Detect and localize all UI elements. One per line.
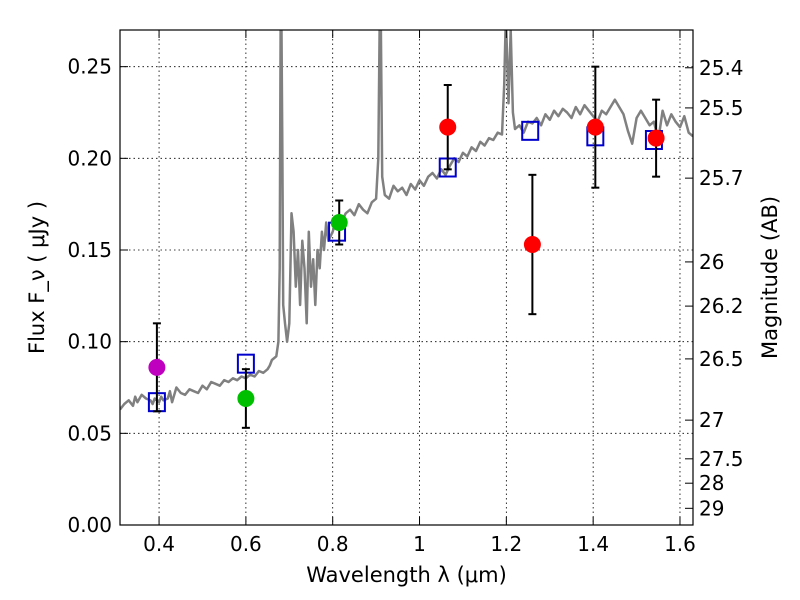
x-tick-label: 1 — [413, 532, 426, 556]
grid — [120, 30, 693, 525]
series-layer — [120, 30, 693, 429]
y-tick-label: 0.05 — [67, 421, 112, 445]
observed-point — [439, 118, 457, 136]
observed-point — [647, 129, 665, 147]
x-tick-label: 0.6 — [230, 532, 262, 556]
plot-frame — [119, 29, 694, 526]
y-tick-label: 0.00 — [67, 513, 112, 537]
x-tick-label: 1.4 — [577, 532, 609, 556]
right-tick-label: 25.5 — [699, 96, 744, 120]
right-tick-label: 29 — [699, 496, 724, 520]
right-tick-label: 25.7 — [699, 166, 744, 190]
x-tick-label: 0.4 — [143, 532, 175, 556]
y-tick-label: 0.15 — [67, 238, 112, 262]
observed-point — [586, 118, 604, 136]
right-tick-label: 28 — [699, 471, 724, 495]
right-tick-label: 26.5 — [699, 347, 744, 371]
ticks: 0.4 0.6 0.8 1 1.2 1.4 1.6 0.00 0.05 0.10 0.15 0.20 0… — [67, 30, 744, 556]
right-tick-label: 27.5 — [699, 447, 744, 471]
observed-point — [523, 236, 541, 253]
observed-point — [330, 214, 348, 231]
y-tick-label: 0.20 — [67, 146, 112, 170]
right-tick-label: 26 — [699, 250, 724, 274]
observed-point — [148, 358, 166, 376]
x-tick-label: 0.8 — [317, 532, 349, 556]
right-tick-label: 27 — [699, 408, 724, 432]
y-axis-label: Flux F_ν ( μJy ) — [25, 201, 50, 354]
right-tick-label: 26.2 — [699, 294, 744, 318]
x-tick-label: 1.6 — [664, 532, 696, 556]
model-square-point — [521, 120, 540, 141]
observed-point — [237, 390, 255, 407]
y-tick-label: 0.25 — [67, 55, 112, 79]
x-axis-label: Wavelength λ (μm) — [306, 563, 507, 587]
x-tick-label: 1.2 — [490, 532, 522, 556]
right-axis-label: Magnitude (AB) — [758, 196, 782, 359]
spectrum-line — [120, 30, 693, 411]
right-tick-label: 25.4 — [699, 56, 744, 80]
y-tick-label: 0.10 — [67, 330, 112, 354]
